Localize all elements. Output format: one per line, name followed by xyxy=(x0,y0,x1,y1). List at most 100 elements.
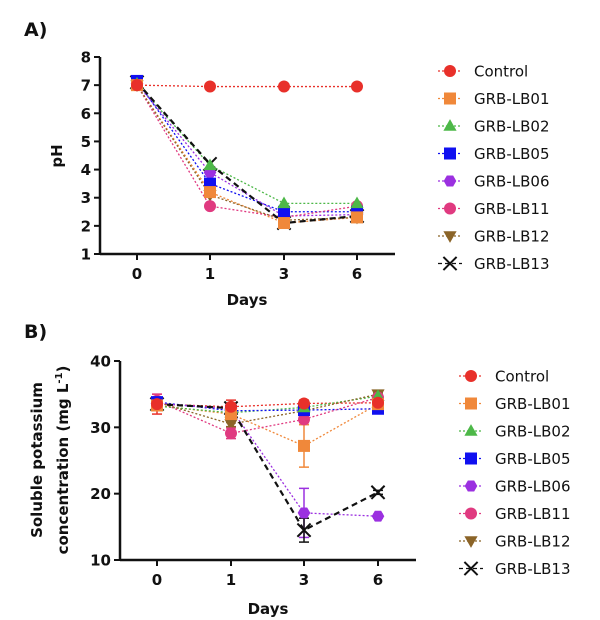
series-line-grb-lb06 xyxy=(136,83,358,217)
legend-label: GRB-LB06 xyxy=(495,478,570,496)
legend-marker-triangle-icon xyxy=(443,119,457,131)
data-point-grb-lb01 xyxy=(298,439,310,452)
legend-label: GRB-LB11 xyxy=(495,505,570,523)
legend-item: GRB-LB06 xyxy=(459,478,570,496)
legend-item: GRB-LB05 xyxy=(438,145,549,163)
series-line-grb-lb11 xyxy=(136,84,358,219)
data-point-grb-lb13 xyxy=(370,485,386,500)
legend-item: GRB-LB01 xyxy=(438,90,549,108)
legend-label: Control xyxy=(474,63,528,81)
legend-label: GRB-LB02 xyxy=(474,118,549,136)
data-point-control xyxy=(278,80,290,93)
series-line-grb-lb06 xyxy=(156,402,379,517)
x-tick-label: 3 xyxy=(279,265,289,283)
legend-label: GRB-LB13 xyxy=(474,255,549,273)
data-point-control xyxy=(225,400,237,413)
legend-item: GRB-LB13 xyxy=(459,560,570,578)
legend-marker-square-icon xyxy=(465,397,477,410)
legend-marker-hexagon-icon xyxy=(443,175,457,187)
legend: Control GRB-LB01 GRB-LB02 GRB-LB05 GRB-LB06 G… xyxy=(459,368,570,578)
legend-marker-triangle-down-icon xyxy=(443,231,457,243)
y-tick-label: 20 xyxy=(90,485,111,503)
x-tick-label: 0 xyxy=(152,571,162,589)
legend-marker-hexagon-icon xyxy=(464,480,478,492)
legend-label: GRB-LB02 xyxy=(495,423,570,441)
data-point-grb-lb05 xyxy=(278,205,290,218)
y-tick-label: 6 xyxy=(81,105,91,123)
chart-b-y-axis-title-close: ) xyxy=(54,366,72,373)
series-line-grb-lb12 xyxy=(156,393,379,425)
legend-label: GRB-LB12 xyxy=(495,533,570,551)
legend-item: GRB-LB01 xyxy=(459,395,570,413)
legend-item: GRB-LB11 xyxy=(438,200,549,218)
legend-marker-circle-icon xyxy=(444,202,456,215)
legend-label: GRB-LB05 xyxy=(474,145,549,163)
chart-a-ph: 1 2 3 4 5 6 7 8 0 1 3 6 Control GRB-LB01 GRB-LB02 GRB-L… xyxy=(81,49,550,284)
x-tick-label: 1 xyxy=(226,571,236,589)
data-point-grb-lb13 xyxy=(296,522,312,538)
legend-marker-x-icon xyxy=(463,561,479,576)
panel-a-label: A) xyxy=(24,19,47,41)
y-tick-label: 8 xyxy=(81,49,91,67)
x-tick-label: 6 xyxy=(373,571,383,589)
data-point-control xyxy=(204,80,216,93)
y-tick-label: 5 xyxy=(81,133,91,151)
y-tick-label: 40 xyxy=(90,353,111,371)
legend-label: GRB-LB12 xyxy=(474,228,549,246)
legend-marker-square-icon xyxy=(465,452,477,465)
data-point-grb-lb06 xyxy=(297,507,311,519)
legend-label: Control xyxy=(495,368,549,386)
series-line-grb-lb05 xyxy=(136,80,357,213)
y-tick-label: 7 xyxy=(81,77,91,95)
chart-b-y-axis-title-line2: concentration (mg L-1) xyxy=(54,366,72,555)
data-point-grb-lb06 xyxy=(371,510,385,522)
x-tick-label: 6 xyxy=(352,265,362,283)
y-tick-label: 3 xyxy=(81,189,91,207)
chart-b-y-axis-title-superscript: -1 xyxy=(54,372,65,383)
legend-label: GRB-LB11 xyxy=(474,200,549,218)
legend-item: Control xyxy=(459,368,549,386)
x-tick-label: 0 xyxy=(132,265,142,283)
legend-marker-circle-icon xyxy=(465,507,477,520)
data-point-grb-lb01 xyxy=(204,186,216,199)
legend-label: GRB-LB13 xyxy=(495,560,570,578)
legend: Control GRB-LB01 GRB-LB02 GRB-LB05 GRB-LB06 G… xyxy=(438,63,549,273)
legend-marker-circle-icon xyxy=(465,370,477,382)
legend-item: GRB-LB12 xyxy=(438,228,549,246)
y-tick-label: 4 xyxy=(81,161,91,179)
series-line-grb-lb02 xyxy=(136,83,357,204)
legend-item: GRB-LB06 xyxy=(438,173,549,191)
data-point-control xyxy=(131,79,143,92)
legend-marker-x-icon xyxy=(442,256,458,271)
data-point-grb-lb02 xyxy=(350,196,364,209)
y-tick-label: 2 xyxy=(81,217,91,235)
data-point-grb-lb12 xyxy=(224,419,238,431)
data-point-control xyxy=(298,397,310,410)
y-tick-label: 1 xyxy=(81,246,91,264)
series-line-grb-lb02 xyxy=(156,395,379,414)
series-line-control xyxy=(136,84,357,88)
chart-b-y-axis-title-line1: Soluble potassium xyxy=(28,382,46,538)
data-point-grb-lb11 xyxy=(225,427,237,440)
legend-label: GRB-LB01 xyxy=(474,90,549,108)
data-point-control xyxy=(151,398,163,411)
chart-b-y-axis-title-main: concentration (mg L xyxy=(54,383,72,554)
data-point-grb-lb01 xyxy=(278,217,290,230)
y-tick-label: 30 xyxy=(90,419,111,437)
legend-label: GRB-LB05 xyxy=(495,450,570,468)
legend-marker-triangle-icon xyxy=(464,424,478,436)
legend-item: GRB-LB02 xyxy=(438,118,549,136)
x-tick-label: 1 xyxy=(205,265,215,283)
series-line-grb-lb13 xyxy=(156,403,379,532)
chart-b-potassium: 10 20 30 40 0 1 3 6 Control GRB-LB01 GRB-LB02 GRB-L… xyxy=(90,353,570,590)
legend-marker-triangle-down-icon xyxy=(464,536,478,548)
legend-item: GRB-LB13 xyxy=(438,255,549,273)
data-point-grb-lb02 xyxy=(203,158,217,171)
series-line-grb-lb13 xyxy=(136,81,358,225)
series-line-grb-lb11 xyxy=(156,396,379,434)
legend-item: GRB-LB11 xyxy=(459,505,570,523)
x-tick-label: 3 xyxy=(299,571,309,589)
panel-b-label: B) xyxy=(24,321,47,343)
series-line-grb-lb12 xyxy=(136,84,358,221)
legend-item: GRB-LB05 xyxy=(459,450,570,468)
